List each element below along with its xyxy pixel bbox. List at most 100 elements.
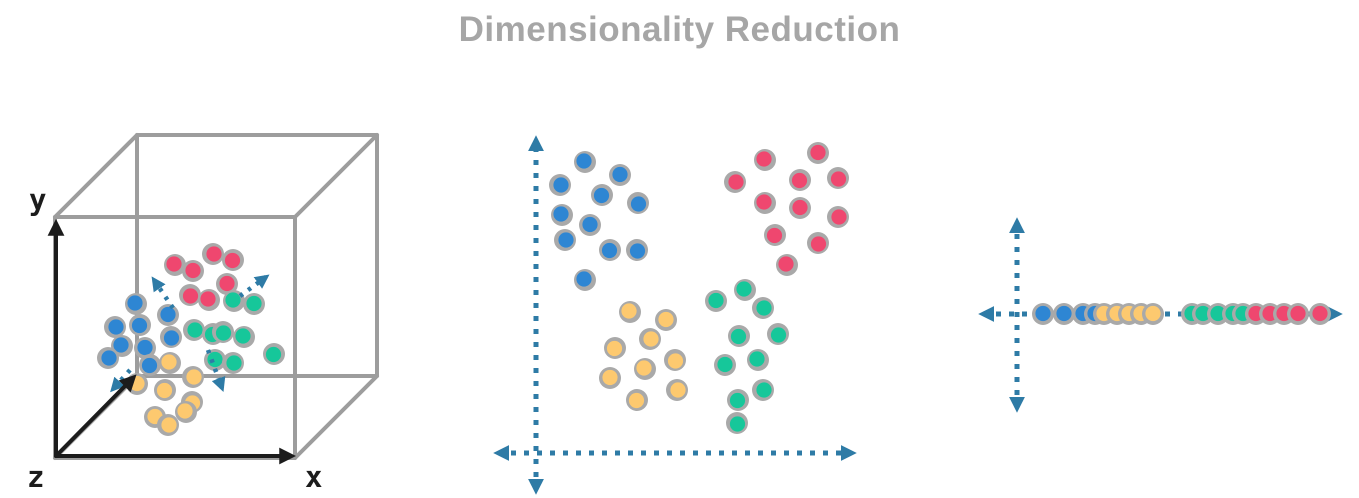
z-axis [54,374,137,458]
axis-label-y: y [29,183,47,217]
blue-dot [1056,305,1072,322]
blue-dot [558,232,574,248]
red-dot [810,236,827,252]
red-dot [224,252,241,269]
green-dot [717,356,733,373]
cube-edge [293,374,379,460]
yellow-dot [621,303,637,319]
blue-dot [131,317,148,334]
green-dot [1195,305,1211,322]
yellow-dot [636,360,652,376]
blue-dot [612,166,628,183]
cluster-red [164,243,244,311]
yellow-dot [670,382,686,398]
yellow-dot [156,382,173,399]
yellow-dot [186,369,202,385]
green-dot [756,300,772,316]
cluster-blue [549,151,649,291]
red-dot [830,171,847,187]
blue-dot [160,306,176,323]
green-dot [729,416,746,432]
yellow-dot [643,331,659,347]
green-dot [265,346,282,363]
red-dot [728,174,744,190]
cluster-green [183,290,285,374]
blue-dot [629,243,646,259]
yellow-dot [177,403,193,419]
red-dot [756,194,772,210]
cluster-blue [97,293,182,376]
axis-label-x: x [305,460,323,494]
blue-dot [141,357,158,374]
red-dot [791,172,808,189]
green-dot [736,281,752,297]
red-dot [182,288,199,304]
red-dot [831,209,847,225]
red-dot [200,291,216,307]
green-dot [708,292,724,309]
red-dot [219,275,235,292]
blue-dot [553,177,569,193]
green-dot [756,382,772,398]
green-dot [215,325,232,341]
blue-dot [113,337,129,353]
blue-dot [576,271,592,287]
red-dot [185,262,201,279]
panel-1d-projection [978,217,1343,413]
green-dot [235,328,251,344]
green-dot [749,351,765,367]
red-dot [1290,305,1306,322]
blue-dot [582,216,598,233]
green-dot [207,351,223,368]
green-dot [225,292,241,308]
red-dot [1312,305,1328,322]
yellow-dot [602,369,618,386]
yellow-dot [667,353,684,369]
blue-dot [108,319,124,335]
yellow-dot [658,311,674,328]
blue-dot [137,339,153,356]
red-dot [756,151,772,167]
cluster-yellow [126,352,204,436]
cluster-red [724,142,849,276]
red-dot [766,227,783,244]
blue-dot [576,153,592,169]
yellow-dot [161,354,177,370]
cube-edge [293,133,379,219]
projection-arrow [205,349,226,393]
projection-arrow [151,276,175,310]
panel-2d-scatter [493,135,857,495]
cluster-green [705,279,789,434]
green-dot [187,322,203,338]
cluster-yellow [599,301,688,411]
green-dot [729,392,746,409]
red-dot [792,199,808,216]
blue-dot [553,206,569,222]
red-dot [206,246,222,262]
green-dot [770,327,787,343]
green-dot [246,295,262,312]
green-dot [1210,305,1226,322]
projected-points [1032,303,1331,325]
red-dot [166,256,182,272]
yellow-dot [1145,305,1161,322]
blue-dot [1035,305,1051,322]
page-title: Dimensionality Reduction [458,10,901,49]
blue-dot [127,295,143,311]
red-dot [778,256,794,272]
yellow-dot [628,392,645,409]
axis-label-z: z [27,460,45,494]
yellow-dot [606,340,623,357]
green-dot [226,355,242,371]
yellow-dot [161,417,177,433]
green-dot [730,328,747,345]
blue-dot [593,187,610,204]
blue-dot [163,330,180,346]
red-dot [810,144,826,161]
cube-edge [53,133,139,219]
blue-dot [601,242,618,259]
blue-dot [630,196,647,212]
blue-dot [101,350,117,366]
